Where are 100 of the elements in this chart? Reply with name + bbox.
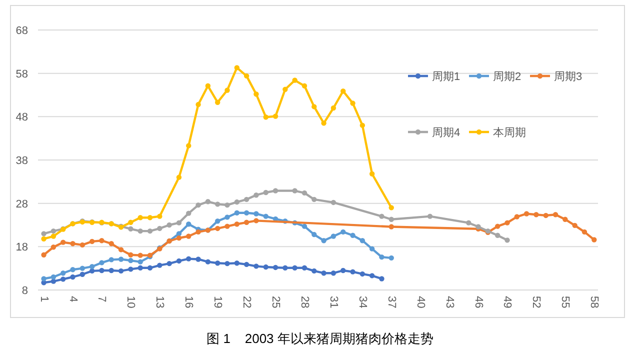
point <box>60 270 66 276</box>
point <box>234 65 240 70</box>
point <box>292 265 298 270</box>
point <box>70 241 76 246</box>
point <box>80 242 86 248</box>
point <box>214 226 220 232</box>
point <box>80 266 86 271</box>
point <box>89 238 95 244</box>
x-tick-label: 46 <box>472 296 484 308</box>
point <box>244 73 250 79</box>
point <box>60 240 66 245</box>
point <box>234 260 240 266</box>
point <box>494 224 500 229</box>
point <box>214 260 220 266</box>
point <box>302 265 308 270</box>
y-tick-label: 18 <box>16 242 28 254</box>
point <box>224 260 230 266</box>
point <box>466 220 472 226</box>
point <box>302 190 308 196</box>
point <box>388 255 394 261</box>
point <box>186 234 192 239</box>
point <box>312 268 317 274</box>
point <box>514 214 520 220</box>
point <box>321 120 326 126</box>
point <box>562 216 568 222</box>
point <box>166 260 172 266</box>
point <box>50 234 56 239</box>
point <box>379 254 384 260</box>
point <box>360 271 366 277</box>
x-tick-label: 10 <box>124 296 137 308</box>
point <box>128 266 134 272</box>
point <box>147 215 153 220</box>
point <box>176 258 182 264</box>
point <box>138 228 143 234</box>
point <box>254 264 259 269</box>
point <box>272 264 278 270</box>
point <box>543 212 548 218</box>
x-tick-label: 40 <box>414 296 426 308</box>
point <box>292 78 298 83</box>
point <box>128 258 134 264</box>
point <box>157 262 162 268</box>
point <box>312 232 317 238</box>
point <box>176 220 182 226</box>
point <box>99 260 104 266</box>
point <box>128 226 134 232</box>
point <box>50 274 56 280</box>
point <box>186 222 192 227</box>
x-tick-label: 58 <box>588 296 600 308</box>
point <box>360 122 366 128</box>
point <box>330 270 336 276</box>
point <box>224 214 230 220</box>
point <box>350 100 356 106</box>
point <box>186 256 192 262</box>
point <box>244 220 250 225</box>
point <box>388 216 394 222</box>
point <box>504 238 510 243</box>
point <box>263 264 268 270</box>
legend-label: 周期3 <box>554 71 582 83</box>
point <box>176 174 182 180</box>
point <box>224 88 230 93</box>
x-tick-label: 22 <box>240 296 253 308</box>
y-tick-label: 28 <box>16 198 28 210</box>
point <box>524 211 530 216</box>
point <box>572 222 578 228</box>
point <box>186 143 192 148</box>
point <box>340 229 346 235</box>
point <box>224 224 230 229</box>
point <box>108 241 114 246</box>
point <box>205 199 211 204</box>
point <box>330 105 336 111</box>
y-tick-label: 38 <box>16 155 28 167</box>
point <box>312 104 317 110</box>
point <box>350 232 356 238</box>
point <box>272 114 278 119</box>
x-tick-label: 19 <box>212 296 224 308</box>
point <box>504 220 510 226</box>
point <box>263 214 268 219</box>
point <box>330 234 336 239</box>
x-tick-label: 34 <box>356 296 368 308</box>
x-tick-label: 4 <box>66 296 79 302</box>
point <box>224 202 230 208</box>
point <box>50 228 56 234</box>
point <box>254 211 259 216</box>
point <box>369 273 375 278</box>
point <box>138 215 143 220</box>
point <box>282 86 288 92</box>
x-tick-label: 55 <box>559 296 572 308</box>
point <box>244 210 250 216</box>
point <box>369 171 375 176</box>
point <box>340 268 346 274</box>
point <box>360 238 366 244</box>
legend-label: 本周期 <box>493 126 526 139</box>
point <box>282 265 288 270</box>
point <box>214 100 220 105</box>
point <box>147 265 153 270</box>
point <box>138 259 143 264</box>
point <box>552 212 558 218</box>
point <box>99 238 104 244</box>
point <box>50 244 56 250</box>
point <box>118 268 124 274</box>
